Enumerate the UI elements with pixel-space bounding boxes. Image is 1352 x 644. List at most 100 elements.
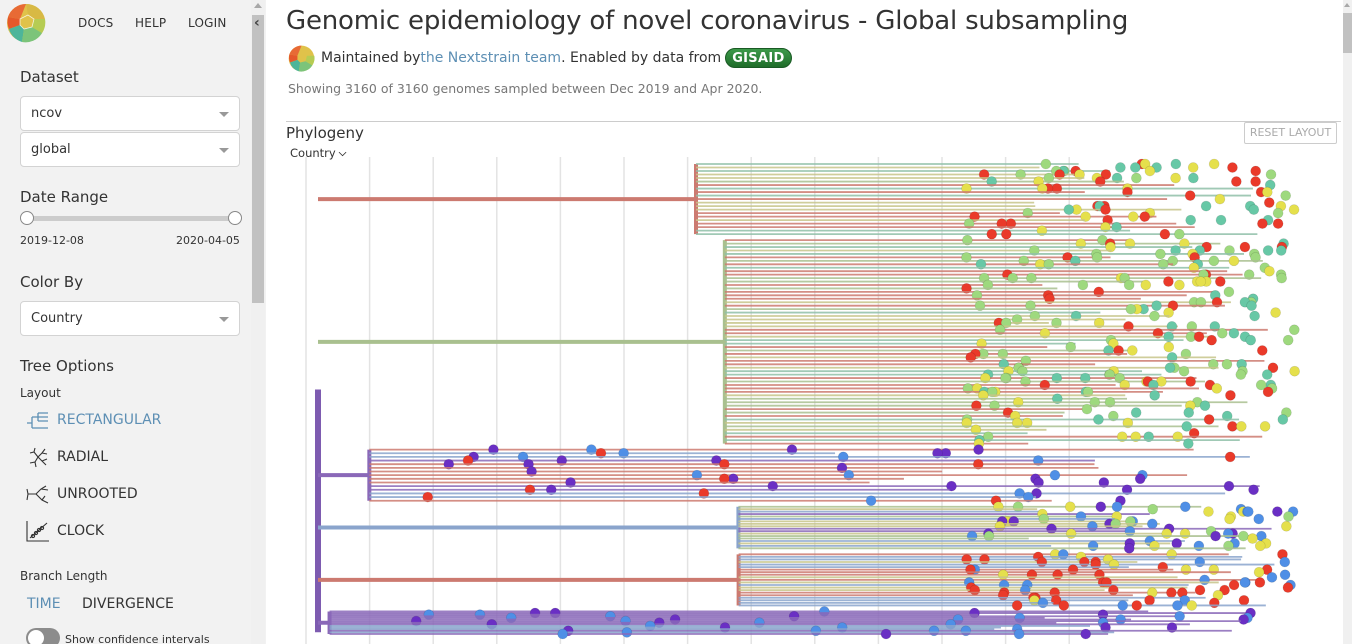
tree-tip[interactable] (1193, 540, 1205, 552)
tree-tip[interactable] (1187, 162, 1199, 173)
tree-tip[interactable] (443, 458, 455, 470)
tree-tip[interactable] (1011, 600, 1023, 611)
tree-tip[interactable] (1209, 321, 1221, 332)
tree-tip[interactable] (1039, 327, 1051, 339)
tree-tip[interactable] (1236, 421, 1247, 432)
tree-tip[interactable] (1091, 252, 1103, 263)
tree-tip[interactable] (1052, 393, 1063, 405)
tree-tip[interactable] (971, 290, 983, 301)
tree-tip[interactable] (1079, 372, 1091, 384)
tree-tip[interactable] (517, 451, 529, 463)
tree-tip[interactable] (1263, 197, 1275, 208)
tree-tip[interactable] (1090, 559, 1101, 570)
color-by-select[interactable]: Country (20, 301, 240, 336)
tree-tip[interactable] (1289, 365, 1300, 377)
tree-tip[interactable] (983, 530, 995, 542)
tree-tip[interactable] (1155, 248, 1166, 260)
tree-tip[interactable] (1185, 376, 1196, 387)
tree-tip[interactable] (1227, 162, 1238, 173)
tree-tip[interactable] (1222, 528, 1234, 539)
tree-tip[interactable] (1221, 410, 1233, 422)
tree-tip[interactable] (1256, 345, 1268, 356)
tree-tip[interactable] (1082, 386, 1094, 398)
tree-tip[interactable] (1001, 228, 1012, 240)
branch-length-time[interactable]: TIME (27, 596, 61, 612)
tree-tip[interactable] (1163, 331, 1174, 343)
tree-tip[interactable] (1139, 158, 1151, 170)
tree-tip[interactable] (1151, 300, 1162, 311)
tree-tip[interactable] (1245, 334, 1257, 346)
tree-tip[interactable] (974, 300, 986, 311)
tree-tip[interactable] (1215, 276, 1226, 287)
gisaid-logo[interactable]: GISAID (725, 48, 792, 68)
tree-tip[interactable] (1199, 400, 1211, 411)
tree-tip[interactable] (1079, 556, 1090, 568)
tree-tip[interactable] (1188, 172, 1199, 184)
tree-tip[interactable] (961, 417, 972, 429)
tree-tip[interactable] (997, 348, 1009, 360)
page-scrollbar-thumb[interactable] (1343, 13, 1352, 53)
tree-tip[interactable] (1115, 162, 1126, 173)
layout-rectangular[interactable]: RECTANGULAR (26, 409, 161, 431)
tree-tip[interactable] (1171, 538, 1183, 549)
tree-tip[interactable] (1180, 564, 1192, 575)
tree-tip[interactable] (1012, 396, 1024, 408)
tree-tip[interactable] (1170, 245, 1181, 256)
tree-tip[interactable] (1224, 513, 1235, 525)
tree-tip[interactable] (972, 458, 984, 470)
date-range-start-handle[interactable] (20, 211, 34, 225)
tree-tip[interactable] (1180, 501, 1191, 513)
tree-tip[interactable] (1206, 334, 1217, 346)
tree-tip[interactable] (1130, 162, 1141, 173)
tree-tip[interactable] (1264, 265, 1275, 277)
tree-tip[interactable] (1116, 431, 1128, 443)
tree-tip[interactable] (1058, 549, 1069, 560)
tree-tip[interactable] (1246, 300, 1257, 311)
tree-tip[interactable] (969, 584, 981, 596)
tree-tip[interactable] (971, 400, 982, 411)
tree-tip[interactable] (1140, 279, 1152, 291)
tree-tip[interactable] (865, 495, 877, 507)
tree-tip[interactable] (977, 390, 989, 401)
tree-tip[interactable] (1214, 193, 1226, 205)
tree-tip[interactable] (1257, 218, 1268, 229)
tree-tip[interactable] (422, 491, 434, 503)
tree-tip[interactable] (1123, 321, 1134, 332)
tree-tip[interactable] (1130, 407, 1142, 418)
tree-tip[interactable] (1238, 530, 1249, 542)
tree-tip[interactable] (1040, 158, 1052, 170)
tree-tip[interactable] (1262, 245, 1274, 256)
tree-tip[interactable] (1211, 296, 1223, 308)
tree-tip[interactable] (1207, 358, 1219, 370)
tree-tip[interactable] (1051, 372, 1063, 384)
branch-length-divergence[interactable]: DIVERGENCE (82, 596, 174, 612)
tree-tip[interactable] (1063, 204, 1075, 215)
tree-tip[interactable] (1227, 421, 1238, 432)
tree-tip[interactable] (1103, 345, 1114, 356)
tree-tip[interactable] (1017, 365, 1028, 377)
tree-tip[interactable] (1036, 225, 1048, 236)
tree-tip[interactable] (1184, 190, 1196, 201)
nav-login[interactable]: LOGIN (188, 16, 227, 30)
tree-tip[interactable] (565, 477, 576, 488)
tree-tip[interactable] (1131, 600, 1143, 611)
tree-tip[interactable] (1147, 518, 1158, 530)
tree-tip[interactable] (1262, 386, 1274, 398)
tree-tip[interactable] (1282, 334, 1294, 346)
tree-tip[interactable] (1123, 279, 1135, 291)
tree-tip[interactable] (1239, 577, 1251, 588)
tree-tip[interactable] (965, 352, 977, 363)
tree-tip[interactable] (1108, 559, 1120, 570)
page-scrollbar[interactable] (1343, 0, 1352, 644)
tree-tip[interactable] (975, 258, 987, 270)
tree-tip[interactable] (1215, 214, 1227, 226)
tree-tip[interactable] (1170, 158, 1182, 170)
tree-tip[interactable] (595, 447, 607, 459)
tree-tip[interactable] (1100, 221, 1111, 233)
tree-tip[interactable] (982, 279, 994, 291)
layout-unrooted[interactable]: UNROOTED (26, 483, 138, 505)
tree-tip[interactable] (1276, 272, 1287, 284)
tree-tip[interactable] (997, 589, 1009, 601)
tree-tip[interactable] (1105, 241, 1116, 253)
tree-tip[interactable] (1166, 587, 1177, 598)
